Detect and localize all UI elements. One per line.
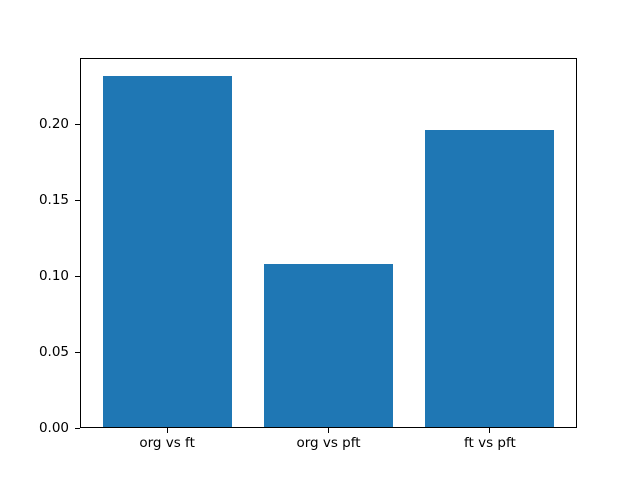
y-tick-mark (75, 427, 80, 429)
y-tick-label: 0.00 (38, 420, 69, 436)
y-tick-label: 0.15 (38, 192, 69, 209)
x-tick-mark (328, 428, 329, 433)
y-tick-mark (75, 275, 80, 277)
y-tick-label: 0.10 (38, 268, 69, 285)
x-tick-mark (489, 428, 491, 433)
y-tick-mark (75, 351, 80, 353)
x-tick-label: org vs ft (139, 435, 195, 451)
y-tick-mark (75, 123, 80, 125)
x-tick-label: org vs pft (296, 435, 361, 451)
y-tick-mark (75, 199, 80, 201)
plot-area (80, 58, 577, 428)
bar (425, 130, 555, 428)
x-tick-label: ft vs pft (463, 435, 516, 451)
y-tick-label: 0.05 (38, 344, 69, 361)
bar (102, 75, 232, 428)
y-tick-label: 0.20 (38, 116, 69, 133)
bar (264, 264, 394, 428)
x-tick-mark (166, 428, 168, 433)
